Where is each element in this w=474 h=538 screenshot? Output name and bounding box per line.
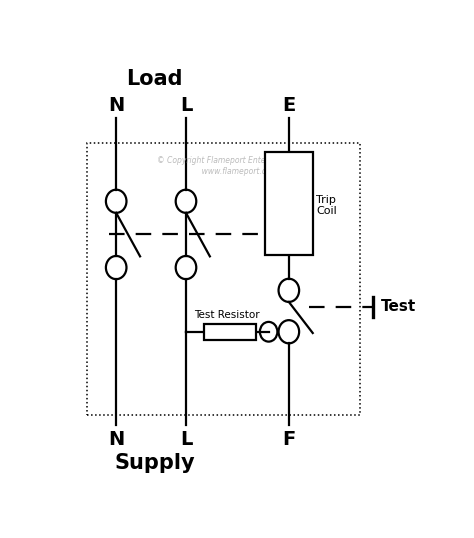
Text: N: N bbox=[108, 96, 124, 116]
Text: Supply: Supply bbox=[114, 453, 195, 473]
Bar bbox=[204, 324, 256, 339]
Text: L: L bbox=[180, 96, 192, 116]
Text: Test: Test bbox=[381, 300, 416, 314]
Bar bbox=[265, 152, 313, 255]
Text: L: L bbox=[180, 430, 192, 449]
Text: © Copyright Flameport Enterprises Ltd
       www.flameport.com: © Copyright Flameport Enterprises Ltd ww… bbox=[157, 157, 306, 176]
Text: F: F bbox=[282, 430, 295, 449]
Text: E: E bbox=[282, 96, 295, 116]
Text: Trip
Coil: Trip Coil bbox=[316, 195, 337, 216]
Text: N: N bbox=[108, 430, 124, 449]
Text: Load: Load bbox=[127, 69, 183, 89]
Text: Test Resistor: Test Resistor bbox=[193, 310, 259, 320]
Bar bbox=[87, 143, 360, 415]
